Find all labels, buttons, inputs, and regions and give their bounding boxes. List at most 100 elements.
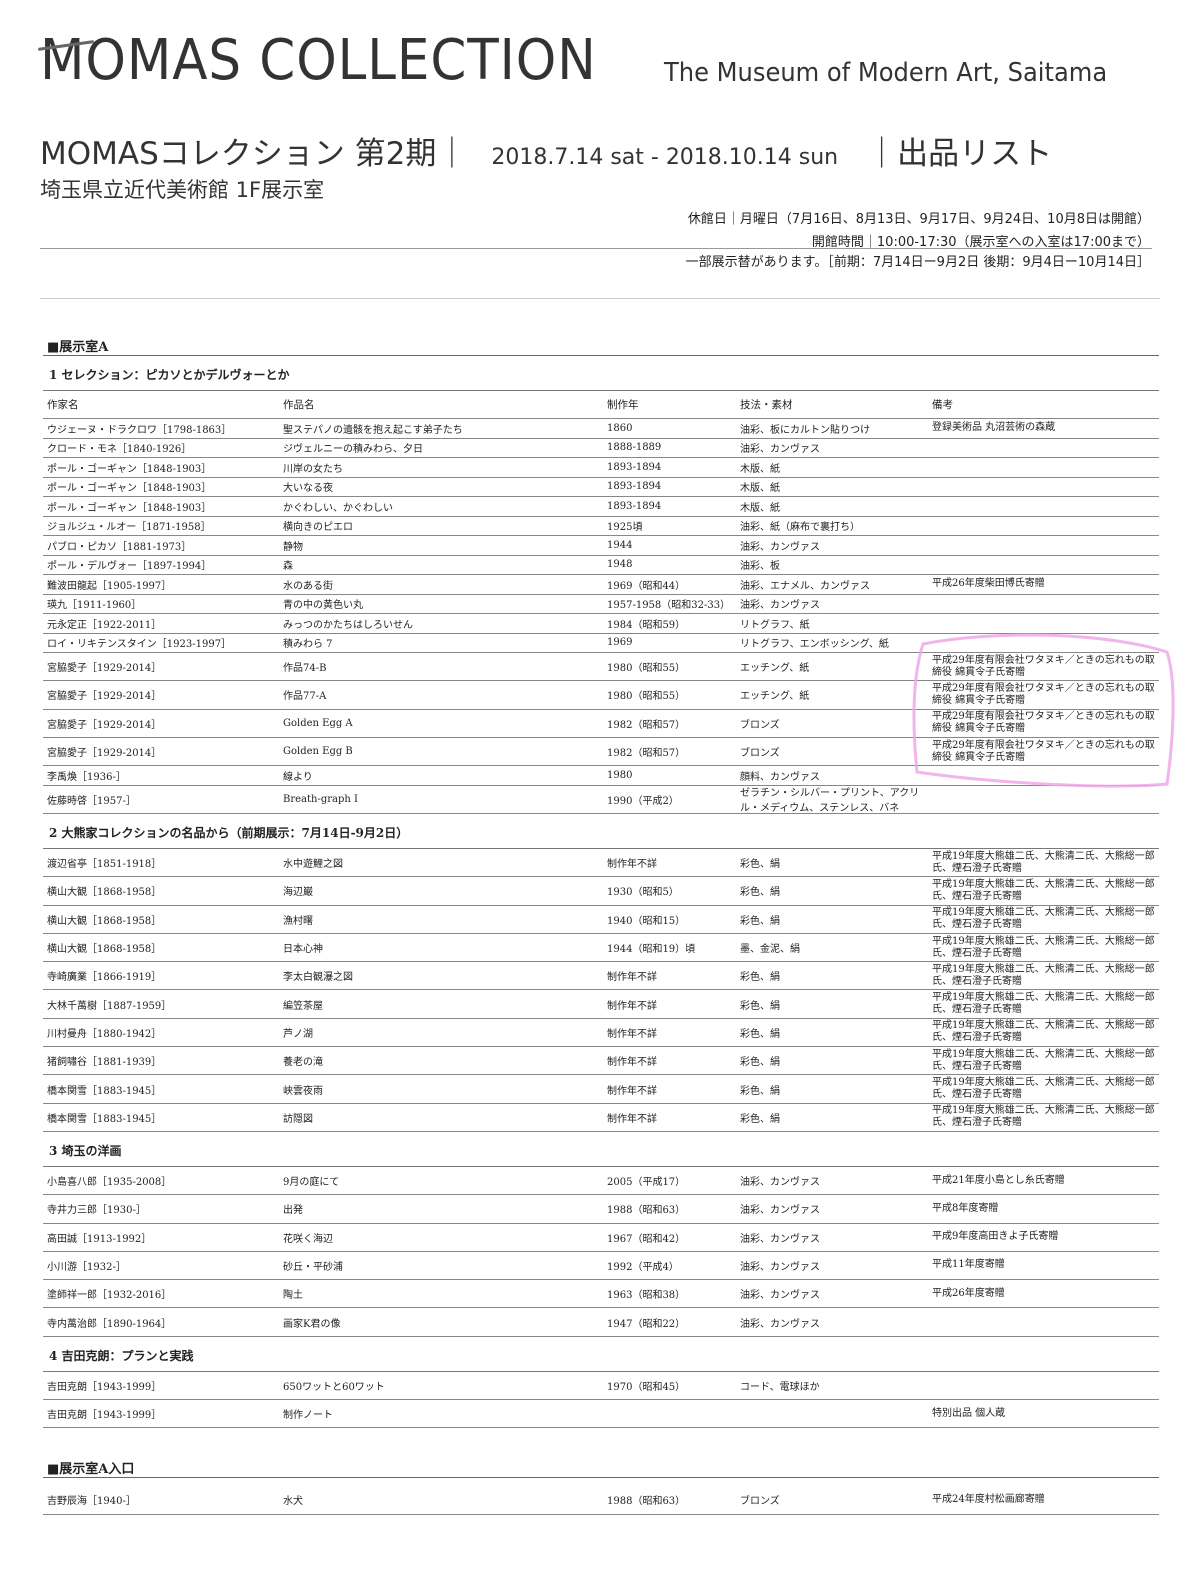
table-row: 横山大観［1868-1958］ 海辺巌 1930（昭和5） 彩色、絹 平成19年度大熊雄… (43, 877, 1159, 906)
notes-cell: 平成19年度大熊雄二氏、大熊清二氏、大熊総一郎氏、煙石澄子氏寄贈 (932, 1020, 1155, 1044)
year-cell: 制作年不詳 (607, 1000, 657, 1012)
year-cell: 1860 (607, 422, 633, 434)
medium-cell: 木版、紙 (740, 483, 780, 495)
notes-cell: 平成11年度寄贈 (932, 1259, 1005, 1271)
table-row: 橋本関雪［1883-1945］ 峡雲夜雨 制作年不詳 彩色、絹 平成19年度大熊雄二氏、… (43, 1075, 1159, 1104)
table-row: 小川游［1932-］ 砂丘・平砂浦 1992（平成4） 油彩、カンヴァス 平成11年度寄… (43, 1252, 1159, 1281)
medium-cell: 木版、紙 (740, 463, 780, 475)
title-cell: 訪隠図 (283, 1113, 313, 1125)
medium-cell: 彩色、絹 (740, 1028, 780, 1040)
table-row: ポール・ゴーギャン［1848-1903］ 川岸の女たち 1893-1894 木版、紙 (43, 458, 1159, 478)
title-cell: 大いなる夜 (283, 483, 333, 495)
notes-cell: 平成8年度寄贈 (932, 1202, 999, 1214)
title-cell: 9月の庭にて (283, 1177, 340, 1189)
artist-cell: ロイ・リキテンスタイン［1923-1997］ (47, 639, 232, 651)
title-cell: 森 (283, 561, 293, 573)
year-cell: 1982（昭和57） (607, 719, 686, 731)
medium-cell: 彩色、絹 (740, 887, 780, 899)
year-cell: 1990（平成2） (607, 795, 679, 807)
title-cell: ジヴェルニーの積みわら、夕日 (283, 444, 423, 456)
spacer (43, 1428, 1159, 1458)
medium-cell: 彩色、絹 (740, 1113, 780, 1125)
title-cell: 編笠茶屋 (283, 1000, 323, 1012)
year-cell: 1947（昭和22） (607, 1318, 686, 1330)
title-cell: 積みわら 7 (283, 639, 333, 651)
artist-cell: ポール・ゴーギャン［1848-1903］ (47, 502, 212, 514)
artist-cell: 寺崎廣業［1866-1919］ (47, 972, 162, 984)
year-cell: 1969 (607, 637, 633, 649)
medium-cell: 彩色、絹 (740, 859, 780, 871)
section-heading: 4 吉田克朗：プランと実践 (43, 1341, 1159, 1372)
title-cell: 聖ステパノの遺骸を抱え起こす弟子たち (283, 424, 463, 436)
medium-cell: 墨、金泥、絹 (740, 944, 800, 956)
notes-cell: 平成24年度村松画廊寄贈 (932, 1493, 1045, 1505)
exhibition-name: MOMASコレクション 第2期｜ (40, 136, 468, 172)
title-cell: みっつのかたちはしろいせん (283, 619, 413, 631)
column-header-medium: 技法・素材 (740, 399, 793, 411)
table-row: ロイ・リキテンスタイン［1923-1997］ 積みわら 7 1969 リトグラフ、エン… (43, 634, 1159, 653)
room-heading: ■展示室A (43, 336, 1159, 356)
artist-cell: 瑛九［1911-1960］ (47, 600, 142, 612)
title-cell: 画家K君の像 (283, 1318, 341, 1330)
notes-cell: 平成19年度大熊雄二氏、大熊清二氏、大熊総一郎氏、煙石澄子氏寄贈 (932, 850, 1155, 874)
column-header-notes: 備考 (932, 398, 953, 411)
column-header-artist: 作家名 (47, 399, 79, 411)
notes-cell: 平成29年度有限会社ワタヌキ／ときの忘れもの取締役 綿貫令子氏寄贈 (932, 739, 1155, 763)
medium-cell: 油彩、板 (740, 561, 780, 573)
table-row: 寺内萬治郎［1890-1964］ 画家K君の像 1947（昭和22） 油彩、カンヴァス (43, 1308, 1159, 1337)
medium-cell: 彩色、絹 (740, 972, 780, 984)
artist-cell: 難波田龍起［1905-1997］ (47, 580, 172, 592)
notes-cell: 特別出品 個人蔵 (932, 1407, 1006, 1419)
artist-cell: 宮脇愛子［1929-2014］ (47, 748, 162, 760)
table-row: 吉野辰海［1940-］ 水犬 1988（昭和63） ブロンズ 平成24年度村松画廊寄贈 (43, 1486, 1159, 1515)
year-cell: 1944 (607, 539, 633, 551)
medium-cell: 油彩、カンヴァス (740, 600, 820, 612)
notes-cell: 平成26年度寄贈 (932, 1287, 1005, 1299)
rotation-note: 一部展示替があります。［前期：7月14日ー9月2日 後期：9月4日ー10月14日… (685, 255, 1150, 270)
artist-cell: 宮脇愛子［1929-2014］ (47, 719, 162, 731)
artist-cell: 小島喜八郎［1935-2008］ (47, 1177, 172, 1189)
year-cell: 2005（平成17） (607, 1177, 686, 1189)
medium-cell: 油彩、板にカルトン貼りつけ (740, 424, 871, 436)
title-cell: 川岸の女たち (283, 463, 343, 475)
table-row: 難波田龍起［1905-1997］ 水のある街 1969（昭和44） 油彩、エナメル、カ… (43, 575, 1159, 595)
artist-cell: 吉野辰海［1940-］ (47, 1496, 136, 1508)
divider (40, 298, 1160, 299)
table-row: 横山大観［1868-1958］ 漁村曙 1940（昭和15） 彩色、絹 平成19年度大熊… (43, 906, 1159, 934)
year-cell: 制作年不詳 (607, 1113, 657, 1125)
year-cell: 1940（昭和15） (607, 915, 686, 927)
artist-cell: パブロ・ピカソ［1881-1973］ (47, 541, 192, 553)
list-label: ｜出品リスト (866, 136, 1053, 172)
title-cell: 水中遊鯉之図 (283, 859, 343, 871)
title-cell: 陶土 (283, 1290, 303, 1302)
artist-cell: ポール・ゴーギャン［1848-1903］ (47, 483, 212, 495)
table-row: 猪飼嘯谷［1881-1939］ 養老の滝 制作年不詳 彩色、絹 平成19年度大熊雄二氏、… (43, 1047, 1159, 1076)
title-cell: 650ワットと60ワット (283, 1381, 385, 1393)
table-row: 佐藤時啓［1957-］ Breath-graph I 1990（平成2） ゼラチン・シ… (43, 786, 1159, 814)
table-row: 渡辺省亭［1851-1918］ 水中遊鯉之図 制作年不詳 彩色、絹 平成19年度大熊雄二… (43, 849, 1159, 878)
notes-cell: 平成19年度大熊雄二氏、大熊清二氏、大熊総一郎氏、煙石澄子氏寄贈 (932, 907, 1155, 931)
year-cell: 制作年不詳 (607, 859, 657, 871)
closed-days: 休館日｜月曜日（7月16日、8月13日、9月17日、9月24日、10月8日は開館… (687, 212, 1150, 227)
year-cell: 1957-1958（昭和32-33） (607, 600, 731, 612)
title-cell: 花咲く海辺 (283, 1233, 333, 1245)
table-row: 寺崎廣業［1866-1919］ 李太白観瀑之図 制作年不詳 彩色、絹 平成19年度大熊雄… (43, 962, 1159, 991)
year-cell: 制作年不詳 (607, 1028, 657, 1040)
title-cell: 日本心神 (283, 944, 323, 956)
medium-cell: リトグラフ、紙 (740, 619, 810, 631)
notes-cell: 平成29年度有限会社ワタヌキ／ときの忘れもの取締役 綿貫令子氏寄贈 (932, 654, 1155, 678)
room-heading: ■展示室A入口 (43, 1458, 1159, 1479)
medium-cell: エッチング、紙 (740, 691, 810, 703)
medium-cell: 油彩、カンヴァス (740, 1318, 820, 1330)
year-cell: 1930（昭和5） (607, 887, 679, 899)
exhibition-subtitle: MOMASコレクション 第2期｜ 2018.7.14 sat - 2018.10.… (40, 128, 1052, 173)
table-row: パブロ・ピカソ［1881-1973］ 静物 1944 油彩、カンヴァス (43, 536, 1159, 556)
notes-cell: 平成19年度大熊雄二氏、大熊清二氏、大熊総一郎氏、煙石澄子氏寄贈 (932, 935, 1155, 959)
title-cell: Breath-graph I (283, 793, 358, 805)
notes-cell: 平成19年度大熊雄二氏、大熊清二氏、大熊総一郎氏、煙石澄子氏寄贈 (932, 878, 1155, 902)
page-title: MOMAS COLLECTION (40, 28, 597, 93)
title-cell: 水犬 (283, 1496, 303, 1508)
medium-cell: 油彩、カンヴァス (740, 541, 820, 553)
artist-cell: 宮脇愛子［1929-2014］ (47, 663, 162, 675)
artist-cell: ジョルジュ・ルオー［1871-1958］ (47, 522, 211, 534)
